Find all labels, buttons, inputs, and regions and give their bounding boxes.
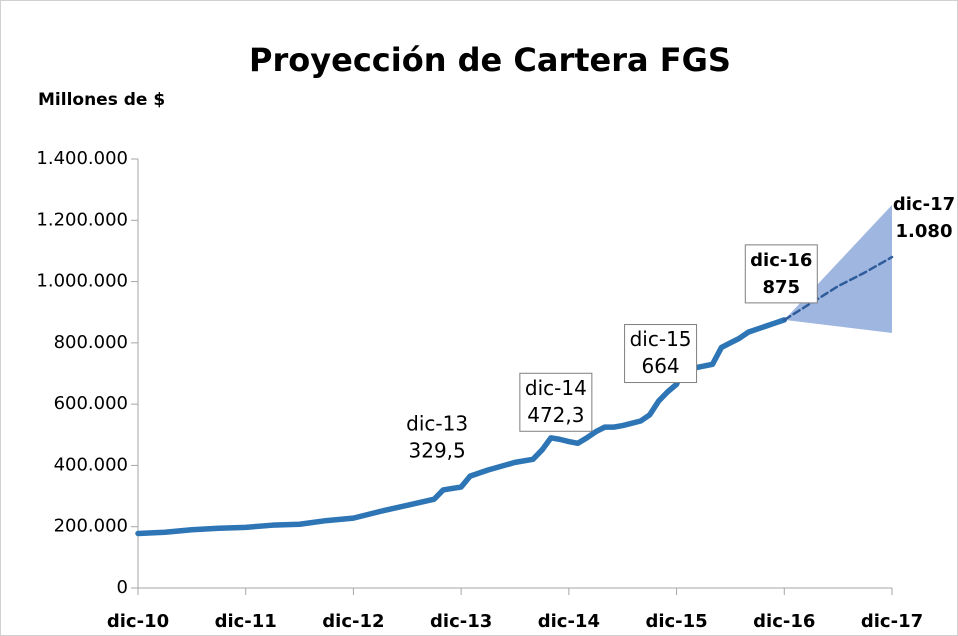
annotation-value: 472,3 [527, 403, 584, 427]
x-tick-label: dic-16 [753, 611, 815, 632]
chart-title: Proyección de Cartera FGS [249, 41, 731, 79]
y-tick-label: 1.000.000 [36, 271, 128, 292]
annotation-label: dic-13 [406, 412, 468, 436]
annotation-label: dic-14 [525, 376, 587, 400]
y-tick-label: 1.400.000 [36, 148, 128, 169]
annotation-label: dic-15 [630, 327, 692, 351]
y-tick-label: 200.000 [54, 516, 128, 537]
annotation-box [744, 244, 818, 304]
x-tick-label: dic-15 [645, 611, 707, 632]
y-tick-label: 600.000 [54, 393, 128, 414]
y-axis-label: Millones de $ [38, 90, 165, 110]
annotation-label: dic-16 [750, 250, 812, 271]
y-tick-label: 800.000 [54, 332, 128, 353]
x-tick-label: dic-13 [430, 611, 492, 632]
annotation-box [519, 372, 593, 432]
y-tick-label: 400.000 [54, 454, 128, 475]
data-line [783, 255, 894, 322]
x-tick-label: dic-14 [538, 611, 600, 632]
y-tick-label: 1.200.000 [36, 209, 128, 230]
annotation-box [624, 324, 698, 384]
annotation-value: 1.080 [896, 221, 953, 242]
y-tick-label: 0 [117, 577, 128, 598]
x-tick-label: dic-12 [322, 611, 384, 632]
x-tick-label: dic-11 [215, 611, 277, 632]
annotation-label: dic-17 [893, 194, 955, 215]
annotation-value: 329,5 [409, 439, 466, 463]
annotation-value: 875 [762, 277, 800, 298]
x-tick-label: dic-10 [107, 611, 169, 632]
data-line [135, 317, 788, 537]
annotation-value: 664 [641, 354, 679, 378]
x-tick-label: dic-17 [861, 611, 923, 632]
